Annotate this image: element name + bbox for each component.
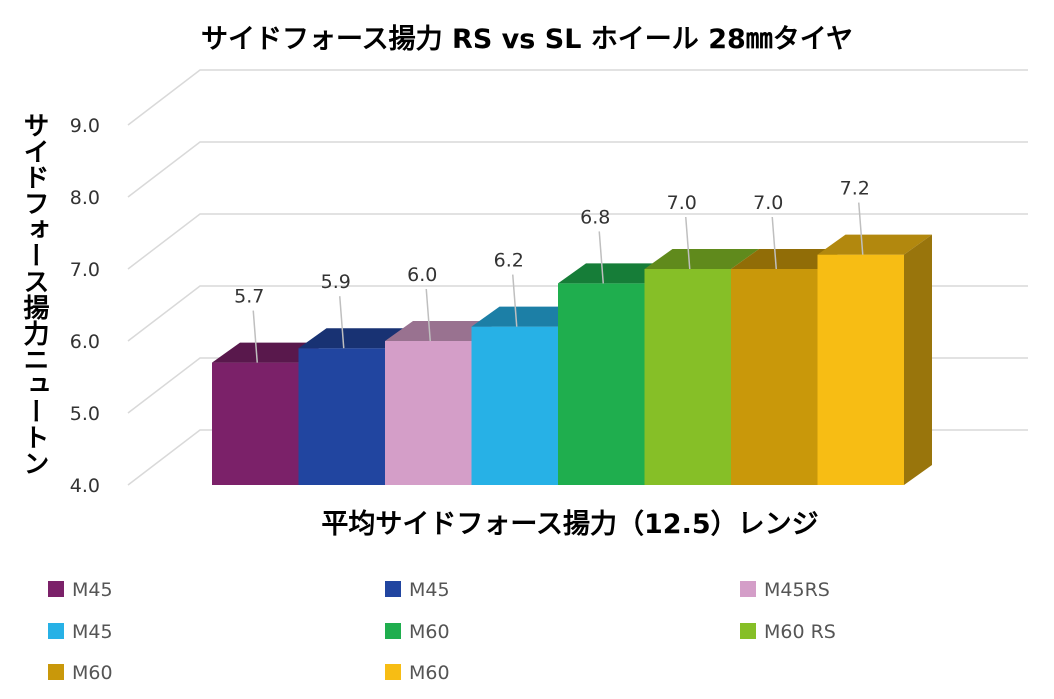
legend: M45 M45 M45RS M45 M60 M60 RS M60 M60 xyxy=(48,579,836,684)
data-label: 7.0 xyxy=(753,192,783,214)
y-tick-label: 8.0 xyxy=(70,187,100,209)
leader-line xyxy=(858,202,864,255)
data-label: 5.7 xyxy=(234,286,264,308)
bar xyxy=(385,321,500,485)
data-label: 6.2 xyxy=(494,250,524,272)
bar-top xyxy=(644,249,759,269)
legend-label: M45 xyxy=(72,621,113,643)
legend-swatch xyxy=(48,623,64,639)
bar-front xyxy=(558,283,645,485)
bar-front xyxy=(298,348,385,485)
data-label: 6.0 xyxy=(407,264,437,286)
bar-front xyxy=(731,269,818,485)
gridline xyxy=(127,141,1028,198)
leader-line xyxy=(425,288,431,342)
bar-front xyxy=(817,254,904,485)
legend-label: M60 xyxy=(409,662,450,684)
leader-line xyxy=(685,216,691,270)
bar-top xyxy=(298,328,413,349)
bar-front xyxy=(471,326,558,485)
bar-front xyxy=(644,269,731,485)
legend-label: M45 xyxy=(72,579,113,601)
bar-front xyxy=(385,341,472,485)
x-axis-label: 平均サイドフォース揚力（12.5）レンジ xyxy=(321,509,818,540)
legend-swatch xyxy=(48,581,64,597)
data-label: 7.0 xyxy=(667,192,697,214)
bar-top xyxy=(817,234,932,255)
bars xyxy=(212,234,932,485)
legend-item: M60 RS xyxy=(740,621,836,643)
bar-side xyxy=(904,234,932,485)
legend-swatch xyxy=(740,623,756,639)
legend-item: M45RS xyxy=(740,579,830,601)
legend-label: M60 xyxy=(72,662,113,684)
y-tick-label: 7.0 xyxy=(70,259,100,281)
y-tick-label: 5.0 xyxy=(70,403,100,425)
legend-swatch xyxy=(48,664,64,680)
gridline xyxy=(127,213,1028,270)
data-label: 7.2 xyxy=(840,178,870,200)
chart-title: サイドフォース揚力 RS vs SL ホイール 28㎜タイヤ xyxy=(201,24,853,55)
data-label: 6.8 xyxy=(580,206,610,228)
y-axis-label: サイドフォース揚力ニュートン xyxy=(19,112,49,476)
bar-top xyxy=(471,306,586,327)
leader-line xyxy=(598,231,604,284)
y-tick-label: 4.0 xyxy=(70,475,100,497)
legend-item: M45 xyxy=(48,579,113,601)
bar-front xyxy=(212,362,299,485)
leader-line xyxy=(252,310,258,363)
data-labels: 5.7 5.9 6.0 6.2 6.8 7.0 7.0 7.2 xyxy=(234,178,870,363)
leader-line xyxy=(512,274,518,327)
legend-item: M60 xyxy=(385,662,450,684)
leader-line xyxy=(771,216,777,270)
leader-line xyxy=(339,296,345,349)
gridline xyxy=(127,69,1028,126)
bar xyxy=(817,234,932,485)
bar-top xyxy=(558,263,673,284)
legend-swatch xyxy=(740,581,756,597)
bar-top xyxy=(731,249,846,269)
bar xyxy=(298,328,413,485)
data-label: 5.9 xyxy=(321,271,351,293)
bar xyxy=(558,263,673,485)
legend-label: M60 xyxy=(409,621,450,643)
bar xyxy=(644,249,759,485)
y-tick-label: 9.0 xyxy=(70,115,100,137)
y-axis-ticks: 4.0 5.0 6.0 7.0 8.0 9.0 xyxy=(70,115,100,497)
legend-item: M45 xyxy=(48,621,113,643)
legend-label: M45RS xyxy=(764,579,830,601)
bar xyxy=(471,306,586,485)
bar-top xyxy=(212,342,327,363)
legend-item: M60 xyxy=(48,662,113,684)
legend-item: M60 xyxy=(385,621,450,643)
bar xyxy=(212,342,327,485)
legend-item: M45 xyxy=(385,579,450,601)
bar-top xyxy=(385,321,500,341)
legend-label: M60 RS xyxy=(764,621,836,643)
legend-swatch xyxy=(385,581,401,597)
legend-swatch xyxy=(385,623,401,639)
legend-label: M45 xyxy=(409,579,450,601)
legend-swatch xyxy=(385,664,401,680)
y-tick-label: 6.0 xyxy=(70,331,100,353)
bar xyxy=(731,249,846,485)
